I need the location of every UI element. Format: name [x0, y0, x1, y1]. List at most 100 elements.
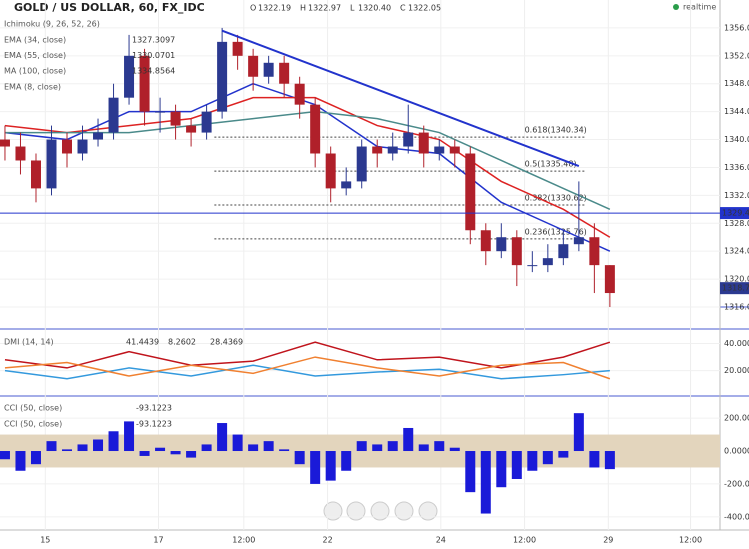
bar [310, 451, 321, 484]
zoom-in-button[interactable] [394, 501, 414, 521]
candle-body [372, 146, 383, 154]
bar [170, 451, 181, 455]
candle-body [589, 237, 600, 266]
zoom-out-button[interactable] [346, 501, 366, 521]
bar [108, 431, 119, 452]
y-tick-label: 1340.0 [724, 135, 749, 144]
bar [589, 451, 600, 468]
reset-button[interactable] [370, 501, 390, 521]
y-tick-label: 1324.0 [724, 247, 749, 256]
bar [465, 451, 476, 493]
legend-value: 1327.3097 [132, 36, 175, 45]
candle-body [263, 62, 274, 77]
bar [558, 451, 569, 458]
candle-body [356, 146, 367, 182]
bar [480, 451, 491, 514]
candle-body [139, 55, 150, 112]
x-tick-label: 24 [436, 536, 446, 545]
ohlc-value: 1320.40 [358, 4, 391, 13]
y-tick-label: 1348.0 [724, 79, 749, 88]
cci-band [0, 434, 720, 468]
indicator-label: Ichimoku (9, 26, 52, 26) [4, 20, 100, 29]
y-tick-label: -400.0000 [724, 512, 749, 521]
candle-body [465, 153, 476, 231]
x-tick-label: 15 [40, 536, 50, 545]
candle-body [496, 237, 507, 252]
bar [325, 451, 336, 481]
y-tick-label: 1336.0 [724, 163, 749, 172]
candle-body [387, 146, 398, 154]
last-price-label: 1318.7 [722, 284, 749, 293]
candle-body [511, 237, 522, 266]
bar [248, 444, 259, 452]
series-line [4, 356, 611, 380]
bar [263, 441, 274, 452]
bar [449, 447, 460, 452]
bar [77, 444, 88, 452]
candle-body [418, 132, 429, 154]
bar [434, 441, 445, 452]
candle-body [542, 258, 553, 266]
candle-body [15, 146, 26, 161]
ohlc-value: 1322.05 [408, 4, 441, 13]
candle-body [310, 104, 321, 154]
bar [294, 451, 305, 465]
bar [511, 451, 522, 479]
realtime-dot [673, 4, 679, 10]
legend-entry: MA (100, close) [4, 67, 66, 76]
candle-body [294, 83, 305, 105]
bar [573, 413, 584, 452]
bar [542, 451, 553, 465]
candle-body [108, 97, 119, 133]
candle-body [77, 139, 88, 154]
y-tick-label: 1316.0 [724, 303, 749, 312]
y-tick-label: 0.0000 [724, 447, 749, 456]
x-tick-label: 29 [603, 536, 613, 545]
candle-body [449, 146, 460, 154]
y-tick-label: 20.0000 [724, 366, 749, 375]
candle-body [558, 244, 569, 259]
bar [124, 421, 135, 452]
candle-body [527, 265, 538, 267]
scroll-right-button[interactable] [418, 501, 438, 521]
y-tick-label: 1328.0 [724, 219, 749, 228]
candle-body [325, 153, 336, 189]
candle-body [186, 125, 197, 133]
bar [30, 451, 41, 465]
x-tick-label: 22 [322, 536, 332, 545]
bar [155, 447, 166, 452]
bar [62, 449, 73, 452]
legend-value: -93.1223 [136, 420, 172, 429]
y-tick-label: 1320.0 [724, 275, 749, 284]
candle-body [434, 146, 445, 154]
indicator-label: EMA (8, close) [4, 83, 61, 92]
candle-body [170, 111, 181, 126]
bar [527, 451, 538, 471]
price-tag-label: 1329.46 [722, 209, 749, 218]
legend-entry: EMA (34, close) [4, 36, 66, 45]
bar [217, 423, 228, 452]
legend-value: 8.2602 [168, 338, 196, 347]
bar [341, 451, 352, 471]
legend-value: -93.1223 [136, 404, 172, 413]
bar [201, 444, 212, 452]
candle-body [0, 139, 10, 147]
candle-body [248, 55, 259, 77]
bar [139, 451, 150, 456]
legend-value: 28.4369 [210, 338, 243, 347]
candle-body [30, 160, 41, 189]
candle-body [217, 41, 228, 112]
scroll-left-button[interactable] [323, 501, 343, 521]
panel-title: DMI (14, 14) [4, 338, 54, 347]
candle-body [232, 41, 243, 56]
bar [15, 451, 26, 471]
bar [403, 427, 414, 452]
candle-body [93, 132, 104, 140]
bar [279, 449, 290, 452]
candle-body [155, 111, 166, 113]
candle-body [403, 132, 414, 147]
bar [93, 439, 104, 452]
legend-value: 1334.8564 [132, 67, 175, 76]
bar [186, 451, 197, 458]
